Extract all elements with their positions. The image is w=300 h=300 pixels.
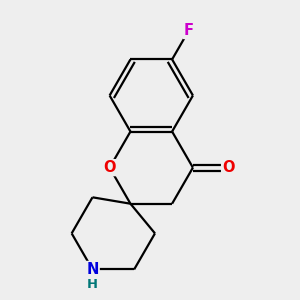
Text: H: H (87, 278, 98, 290)
Text: O: O (103, 160, 116, 175)
Text: N: N (86, 262, 99, 277)
Text: F: F (184, 23, 194, 38)
Text: O: O (222, 160, 235, 175)
